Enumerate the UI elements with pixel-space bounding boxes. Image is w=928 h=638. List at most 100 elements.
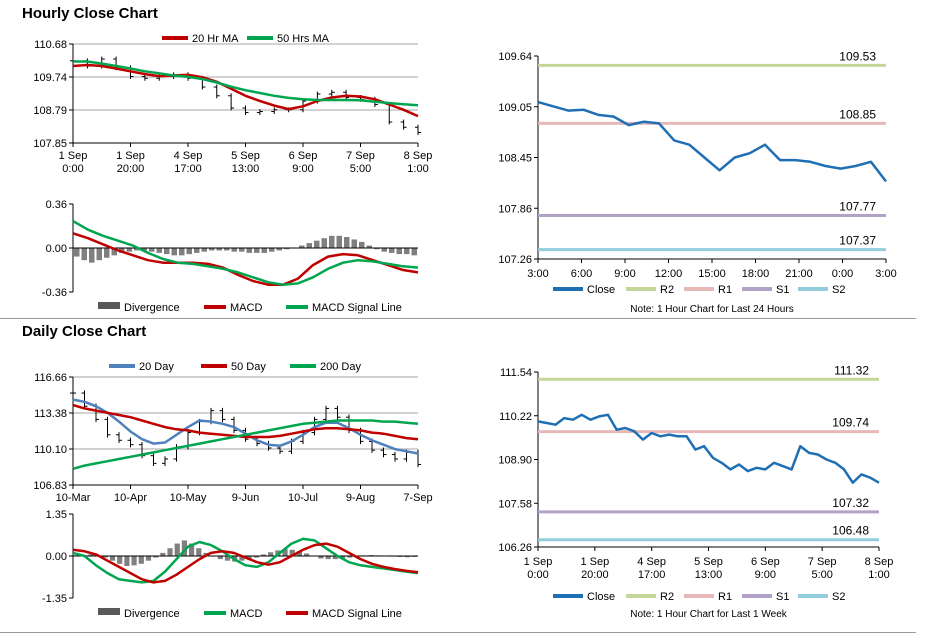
daily-macd-divergence-bar — [117, 556, 123, 564]
daily-week-ytick-label: 106.26 — [498, 542, 532, 554]
hourly-24h-note: Note: 1 Hour Chart for Last 24 Hours — [630, 304, 793, 315]
hourly-macd-divergence-bar — [374, 248, 380, 250]
hourly-price-xtick-label: 4 Sep — [174, 150, 203, 162]
hourly-24h-level-label: 107.37 — [839, 234, 876, 248]
daily-week-note: Note: 1 Hour Chart for Last 1 Week — [630, 609, 788, 620]
daily-price-xtick-label: 7-Sep — [403, 492, 432, 504]
hourly-macd-divergence-bar — [104, 248, 110, 258]
hourly-24h-xtick-label: 18:00 — [742, 268, 770, 280]
daily-week-ytick-label: 107.58 — [498, 498, 532, 510]
hourly-macd-divergence-bar — [111, 248, 117, 256]
daily-price-xtick-label: 10-May — [170, 492, 207, 504]
hourly-macd-divergence-bar — [389, 248, 395, 253]
daily-week-legend-label: R1 — [718, 591, 732, 603]
hourly-24h-close-line — [537, 100, 887, 183]
daily-macd-divergence-bar — [296, 551, 302, 556]
daily-week-level-label: 106.48 — [832, 524, 869, 538]
hourly-macd-divergence-bar — [81, 248, 87, 261]
hourly-macd-ytick-label: 0.36 — [46, 199, 67, 211]
daily-macd-divergence-bar — [339, 556, 346, 559]
daily-macd-divergence-bar — [282, 549, 288, 556]
hourly-macd-divergence-bar — [411, 248, 417, 256]
daily-macd-divergence-bar — [325, 556, 331, 560]
daily-week-xtick-label: 20:00 — [581, 569, 609, 581]
daily-macd-divergence-bar — [404, 556, 410, 558]
hourly-price-ytick-label: 108.79 — [33, 105, 67, 117]
hourly-macd-divergence-bar — [239, 248, 245, 252]
daily-week-close-line — [537, 413, 880, 484]
daily-week-xtick-label: 1:00 — [868, 569, 889, 581]
hourly-macd-divergence-bar — [171, 248, 177, 256]
hourly-24h-level-label: 109.53 — [839, 49, 876, 63]
daily-macd-divergence-bar — [109, 556, 116, 561]
hourly-macd-divergence-bar — [209, 248, 215, 251]
hourly-macd-divergence-bar — [246, 248, 252, 253]
hourly-macd-divergence-bar — [321, 238, 327, 248]
hourly-24h-legend-label: S1 — [776, 284, 789, 296]
hourly-price-legend-label: 50 Hrs MA — [277, 33, 330, 45]
hourly-24h-xtick-label: 12:00 — [655, 268, 683, 280]
hourly-price-xtick-label: 5:00 — [350, 163, 371, 175]
hourly-price-xtick-label: 1:00 — [407, 163, 428, 175]
daily-week-xtick-label: 4 Sep — [637, 556, 666, 568]
daily-macd-divergence-bar — [124, 556, 130, 566]
daily-week-xtick-label: 9:00 — [755, 569, 776, 581]
daily-macd-series-line — [72, 542, 419, 584]
hourly-macd-divergence-bar — [299, 245, 305, 248]
hourly-24h-ytick-label: 109.05 — [498, 102, 532, 114]
hourly-price-xtick-label: 6 Sep — [289, 150, 318, 162]
hourly-24h-legend-label: R1 — [718, 284, 732, 296]
hourly-macd-series-line — [72, 220, 419, 286]
daily-macd-legend-label: MACD — [230, 608, 262, 620]
daily-price-series-line — [72, 403, 419, 441]
daily-week-ytick-label: 108.90 — [498, 455, 532, 467]
daily-week-ytick-label: 110.22 — [499, 411, 532, 423]
daily-macd-divergence-bar — [174, 543, 180, 556]
daily-week-ytick-label: 111.54 — [500, 367, 532, 379]
hourly-macd-legend-swatch — [98, 302, 120, 309]
hourly-macd-divergence-bar — [164, 248, 170, 255]
hourly-price-legend-label: 20 Hr MA — [192, 33, 239, 45]
hourly-macd-legend-label: MACD — [230, 302, 262, 314]
hourly-24h-legend-label: S2 — [832, 284, 845, 296]
daily-macd-divergence-bar — [88, 554, 94, 556]
hourly-macd-divergence-bar — [336, 235, 342, 248]
daily-price-series-line — [72, 419, 419, 471]
hourly-24h-xtick-label: 9:00 — [614, 268, 635, 280]
hourly-macd-divergence-bar — [96, 248, 102, 261]
daily-macd-divergence-bar — [318, 556, 324, 559]
hourly-macd-divergence-bar — [276, 248, 282, 251]
daily-macd-divergence-bar — [253, 556, 259, 558]
daily-macd-divergence-bar — [153, 556, 159, 558]
hourly-price-ytick-label: 107.85 — [33, 138, 67, 150]
hourly-macd-divergence-bar — [134, 248, 140, 251]
daily-price-ytick-label: 110.10 — [34, 444, 67, 456]
daily-macd-divergence-bar — [167, 548, 173, 556]
daily-week-xtick-label: 1 Sep — [524, 556, 553, 568]
daily-week-xtick-label: 5 Sep — [694, 556, 723, 568]
daily-macd-divergence-bar — [239, 556, 245, 561]
daily-macd-divergence-bar — [260, 554, 267, 556]
hourly-24h-xtick-label: 0:00 — [832, 268, 853, 280]
hourly-macd-ytick-label: -0.36 — [42, 287, 67, 299]
daily-macd-divergence-bar — [332, 556, 338, 560]
daily-price-xtick-label: 10-Apr — [114, 492, 147, 504]
hourly-macd-divergence-bar — [156, 248, 162, 253]
hourly-macd-divergence-bar — [186, 248, 192, 255]
bottom-divider — [0, 632, 916, 633]
hourly-macd-ytick-label: 0.00 — [46, 243, 67, 255]
daily-week-level-label: 107.32 — [832, 496, 869, 510]
daily-week-xtick-label: 5:00 — [811, 569, 832, 581]
hourly-macd-divergence-bar — [284, 248, 290, 250]
hourly-24h-xtick-label: 3:00 — [875, 268, 896, 280]
hourly-macd-divergence-bar — [231, 248, 237, 252]
hourly-price-xtick-label: 1 Sep — [59, 150, 88, 162]
daily-macd-divergence-bar — [347, 556, 353, 558]
daily-week-xtick-label: 6 Sep — [751, 556, 780, 568]
daily-week-xtick-label: 0:00 — [527, 569, 548, 581]
hourly-macd-divergence-bar — [89, 248, 95, 263]
daily-macd-divergence-bar — [131, 556, 137, 566]
hourly-macd-divergence-bar — [269, 248, 275, 252]
hourly-macd-legend-label: MACD Signal Line — [312, 302, 402, 314]
daily-week-xtick-label: 8 Sep — [865, 556, 894, 568]
